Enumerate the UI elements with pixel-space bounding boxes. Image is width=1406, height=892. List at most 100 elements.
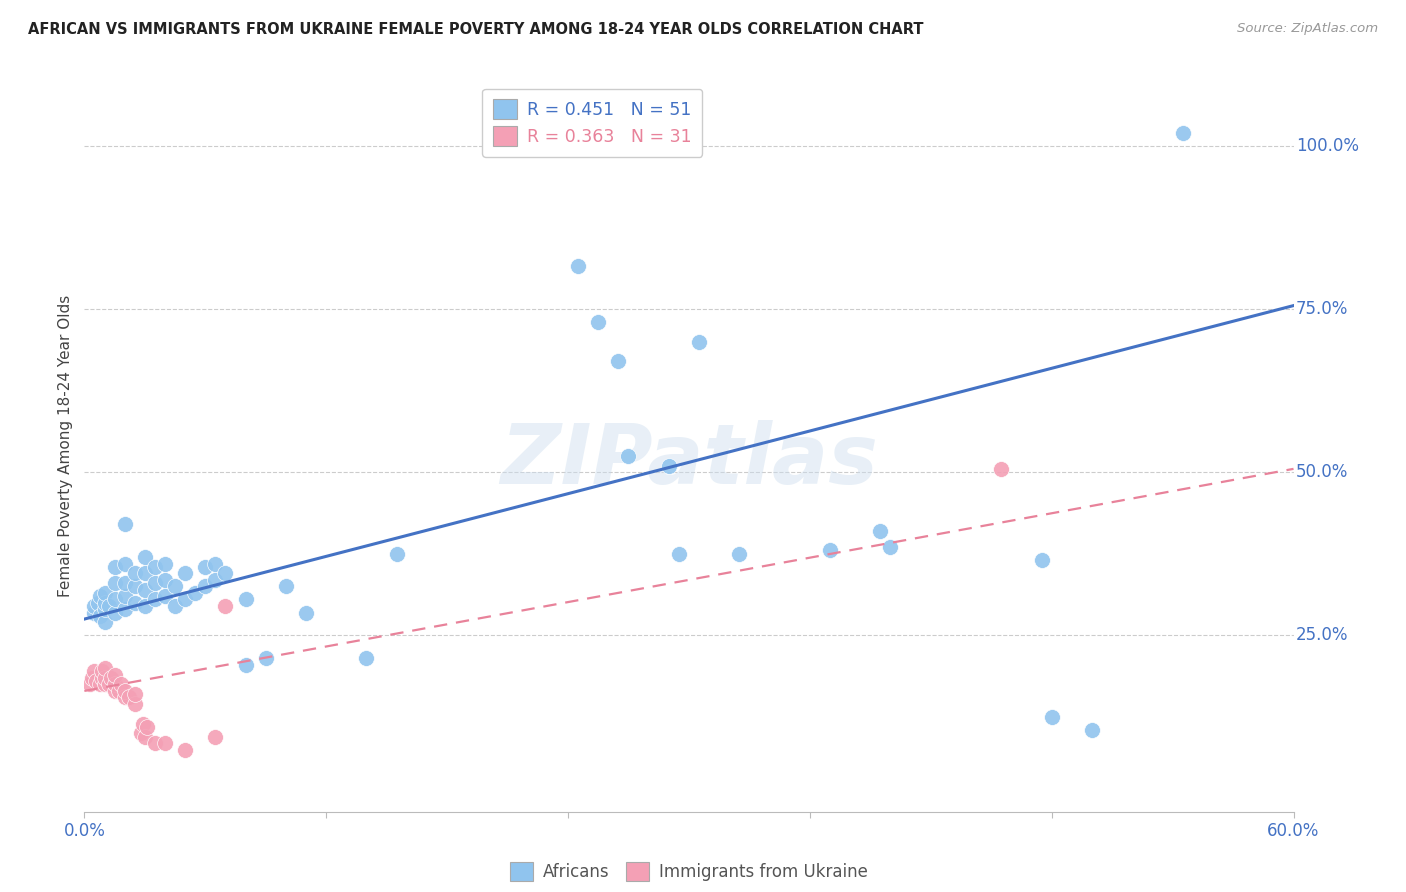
Point	[990, 462, 1012, 476]
Point	[204, 573, 226, 587]
Point	[204, 557, 226, 571]
Point	[869, 524, 891, 538]
Point	[235, 592, 257, 607]
Point	[104, 677, 127, 691]
Point	[114, 690, 136, 705]
Point	[254, 651, 277, 665]
Point	[588, 315, 610, 329]
Point	[104, 684, 127, 698]
Point	[274, 579, 297, 593]
Point	[194, 559, 217, 574]
Point	[1081, 723, 1104, 737]
Text: 75.0%: 75.0%	[1296, 300, 1348, 318]
Point	[607, 354, 630, 368]
Point	[124, 596, 146, 610]
Point	[79, 677, 101, 691]
Point	[153, 589, 176, 603]
Point	[658, 458, 681, 473]
Point	[118, 690, 141, 705]
Point	[235, 657, 257, 672]
Point	[1031, 553, 1053, 567]
Point	[879, 540, 901, 554]
Text: ZIPatlas: ZIPatlas	[501, 420, 877, 501]
Legend: Africans, Immigrants from Ukraine: Africans, Immigrants from Ukraine	[503, 855, 875, 888]
Point	[356, 651, 378, 665]
Point	[728, 547, 751, 561]
Point	[114, 576, 136, 591]
Point	[82, 671, 104, 685]
Point	[124, 697, 146, 711]
Point	[567, 260, 589, 274]
Point	[110, 677, 132, 691]
Point	[104, 576, 127, 591]
Point	[1171, 126, 1194, 140]
Point	[83, 599, 105, 613]
Point	[93, 677, 115, 691]
Point	[93, 602, 115, 616]
Point	[104, 559, 127, 574]
Point	[134, 582, 156, 597]
Point	[104, 606, 127, 620]
Point	[114, 602, 136, 616]
Point	[143, 592, 166, 607]
Point	[204, 730, 226, 744]
Point	[617, 449, 640, 463]
Text: Source: ZipAtlas.com: Source: ZipAtlas.com	[1237, 22, 1378, 36]
Point	[89, 608, 111, 623]
Point	[165, 599, 187, 613]
Point	[97, 599, 120, 613]
Point	[134, 549, 156, 564]
Point	[385, 547, 408, 561]
Point	[114, 589, 136, 603]
Point	[165, 579, 187, 593]
Point	[104, 592, 127, 607]
Point	[93, 615, 115, 630]
Point	[91, 665, 114, 679]
Point	[93, 661, 115, 675]
Text: 50.0%: 50.0%	[1296, 463, 1348, 481]
Point	[83, 665, 105, 679]
Point	[86, 674, 108, 689]
Point	[89, 677, 111, 691]
Point	[107, 684, 129, 698]
Point	[143, 576, 166, 591]
Point	[143, 736, 166, 750]
Point	[135, 720, 157, 734]
Point	[93, 596, 115, 610]
Point	[89, 589, 111, 603]
Point	[114, 557, 136, 571]
Point	[87, 596, 110, 610]
Point	[124, 687, 146, 701]
Point	[134, 599, 156, 613]
Text: 100.0%: 100.0%	[1296, 136, 1360, 154]
Point	[214, 566, 236, 581]
Point	[143, 559, 166, 574]
Point	[129, 726, 152, 740]
Point	[174, 742, 197, 756]
Point	[295, 606, 318, 620]
Point	[134, 566, 156, 581]
Point	[668, 547, 690, 561]
Point	[132, 716, 155, 731]
Point	[114, 684, 136, 698]
Point	[174, 592, 197, 607]
Point	[124, 579, 146, 593]
Point	[104, 667, 127, 681]
Point	[83, 606, 105, 620]
Point	[174, 566, 197, 581]
Point	[153, 573, 176, 587]
Text: AFRICAN VS IMMIGRANTS FROM UKRAINE FEMALE POVERTY AMONG 18-24 YEAR OLDS CORRELAT: AFRICAN VS IMMIGRANTS FROM UKRAINE FEMAL…	[28, 22, 924, 37]
Point	[91, 671, 114, 685]
Point	[194, 579, 217, 593]
Point	[688, 334, 710, 349]
Text: 25.0%: 25.0%	[1296, 626, 1348, 644]
Point	[1040, 710, 1063, 724]
Point	[97, 677, 120, 691]
Point	[124, 566, 146, 581]
Point	[818, 543, 841, 558]
Point	[153, 736, 176, 750]
Y-axis label: Female Poverty Among 18-24 Year Olds: Female Poverty Among 18-24 Year Olds	[58, 295, 73, 597]
Point	[153, 557, 176, 571]
Point	[214, 599, 236, 613]
Point	[100, 671, 122, 685]
